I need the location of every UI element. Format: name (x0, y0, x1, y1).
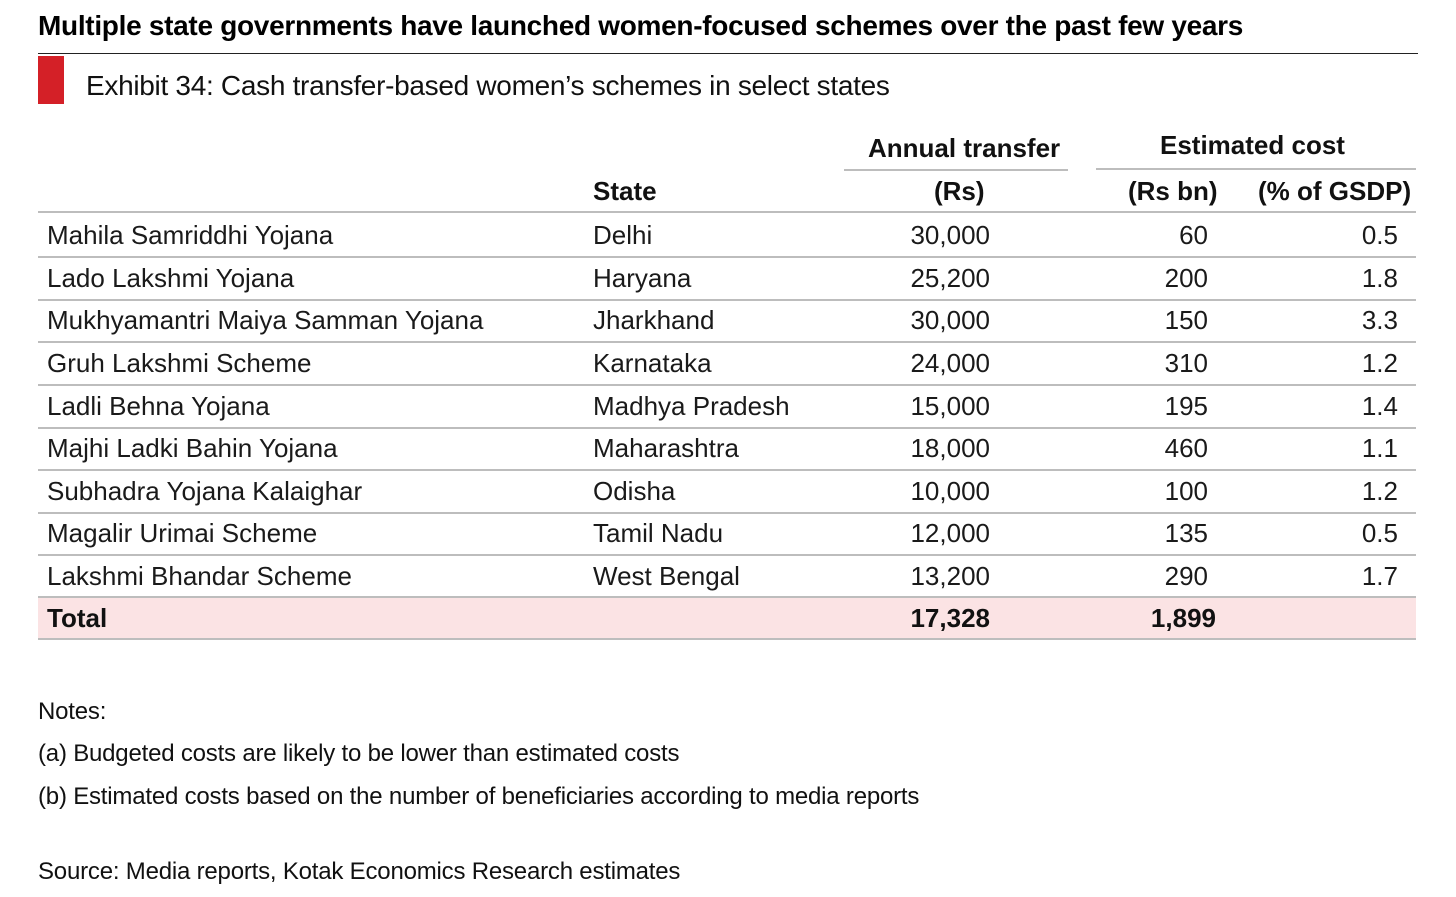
cost-value: 135 (1164, 518, 1208, 548)
cost-value: 60 (1179, 220, 1208, 250)
table-header-rule (38, 211, 1416, 213)
state-name: Maharashtra (593, 433, 739, 463)
state-name: West Bengal (593, 561, 740, 591)
cost-value: 290 (1164, 561, 1208, 591)
row-divider (38, 554, 1416, 556)
row-divider (38, 256, 1416, 258)
header-cost-rule (1096, 168, 1416, 170)
table-row: Magalir Urimai Scheme Tamil Nadu 12,000 … (38, 512, 1416, 554)
row-divider (38, 299, 1416, 301)
state-name: Delhi (593, 220, 653, 250)
cost-value: 195 (1164, 391, 1208, 421)
headline-divider (38, 53, 1418, 54)
header-state: State (593, 176, 657, 206)
source-line: Source: Media reports, Kotak Economics R… (38, 858, 681, 885)
state-name: Madhya Pradesh (593, 391, 790, 421)
annual-transfer-value: 10,000 (910, 476, 990, 506)
total-annual-transfer: 17,328 (910, 603, 990, 633)
annual-transfer-value: 18,000 (910, 433, 990, 463)
table-bottom-rule (38, 638, 1416, 640)
exhibit-title: Exhibit 34: Cash transfer-based women’s … (86, 70, 890, 101)
state-name: Tamil Nadu (593, 518, 724, 548)
row-divider (38, 512, 1416, 514)
gsdp-value: 0.5 (1361, 518, 1398, 548)
header-annual-transfer: Annual transfer (868, 133, 1061, 163)
annual-transfer-value: 13,200 (910, 561, 990, 591)
gsdp-value: 1.7 (1361, 561, 1398, 591)
row-divider (38, 596, 1416, 598)
cost-value: 310 (1164, 348, 1208, 378)
annual-transfer-value: 24,000 (910, 348, 990, 378)
annual-transfer-value: 25,200 (910, 263, 990, 293)
annual-transfer-value: 30,000 (910, 305, 990, 335)
table-row: Subhadra Yojana Kalaighar Odisha 10,000 … (38, 470, 1416, 512)
annual-transfer-value: 12,000 (910, 518, 990, 548)
scheme-name: Ladli Behna Yojana (47, 391, 270, 421)
header-annual-unit: (Rs) (934, 176, 985, 206)
scheme-name: Mahila Samriddhi Yojana (47, 220, 334, 250)
cost-value: 460 (1164, 433, 1208, 463)
table-row: Lado Lakshmi Yojana Haryana 25,200 200 1… (38, 257, 1416, 299)
cost-value: 200 (1164, 263, 1208, 293)
annual-transfer-value: 15,000 (910, 391, 990, 421)
gsdp-value: 3.3 (1361, 305, 1398, 335)
headline: Multiple state governments have launched… (38, 10, 1244, 41)
scheme-name: Magalir Urimai Scheme (47, 518, 318, 548)
row-divider (38, 384, 1416, 386)
row-divider (38, 469, 1416, 471)
gsdp-value: 1.4 (1361, 391, 1398, 421)
notes-heading: Notes: (38, 698, 107, 725)
table-row: Majhi Ladki Bahin Yojana Maharashtra 18,… (38, 427, 1416, 469)
exhibit-accent-bar (38, 56, 64, 104)
cost-value: 150 (1164, 305, 1208, 335)
scheme-name: Lakshmi Bhandar Scheme (47, 561, 352, 591)
gsdp-value: 1.8 (1361, 263, 1398, 293)
annual-transfer-value: 30,000 (910, 220, 990, 250)
state-name: Haryana (593, 263, 692, 293)
table-row: Gruh Lakshmi Scheme Karnataka 24,000 310… (38, 342, 1416, 384)
scheme-name: Mukhyamantri Maiya Samman Yojana (47, 305, 484, 335)
table-row: Ladli Behna Yojana Madhya Pradesh 15,000… (38, 385, 1416, 427)
gsdp-value: 1.2 (1361, 348, 1398, 378)
scheme-name: Lado Lakshmi Yojana (47, 263, 295, 293)
gsdp-value: 0.5 (1361, 220, 1398, 250)
row-divider (38, 341, 1416, 343)
gsdp-value: 1.2 (1361, 476, 1398, 506)
cost-value: 100 (1164, 476, 1208, 506)
note-item: (b) Estimated costs based on the number … (38, 783, 920, 810)
total-cost: 1,899 (1150, 603, 1216, 633)
state-name: Jharkhand (593, 305, 715, 335)
scheme-name: Subhadra Yojana Kalaighar (47, 476, 363, 506)
header-annual-rule (844, 169, 1068, 171)
row-divider (38, 427, 1416, 429)
scheme-name: Majhi Ladki Bahin Yojana (47, 433, 338, 463)
state-name: Odisha (593, 476, 676, 506)
scheme-name: Gruh Lakshmi Scheme (47, 348, 312, 378)
table-row: Mahila Samriddhi Yojana Delhi 30,000 60 … (38, 214, 1416, 256)
header-gsdp-unit: (% of GSDP) (1258, 176, 1412, 206)
note-item: (a) Budgeted costs are likely to be lowe… (38, 740, 680, 767)
state-name: Karnataka (593, 348, 712, 378)
gsdp-value: 1.1 (1361, 433, 1398, 463)
table-row: Lakshmi Bhandar Scheme West Bengal 13,20… (38, 555, 1416, 597)
total-label: Total (47, 603, 108, 633)
table-row: Mukhyamantri Maiya Samman Yojana Jharkha… (38, 299, 1416, 341)
header-estimated-cost: Estimated cost (1160, 130, 1345, 160)
total-row: Total 17,328 1,899 (38, 598, 1416, 639)
header-cost-unit: (Rs bn) (1128, 176, 1218, 206)
